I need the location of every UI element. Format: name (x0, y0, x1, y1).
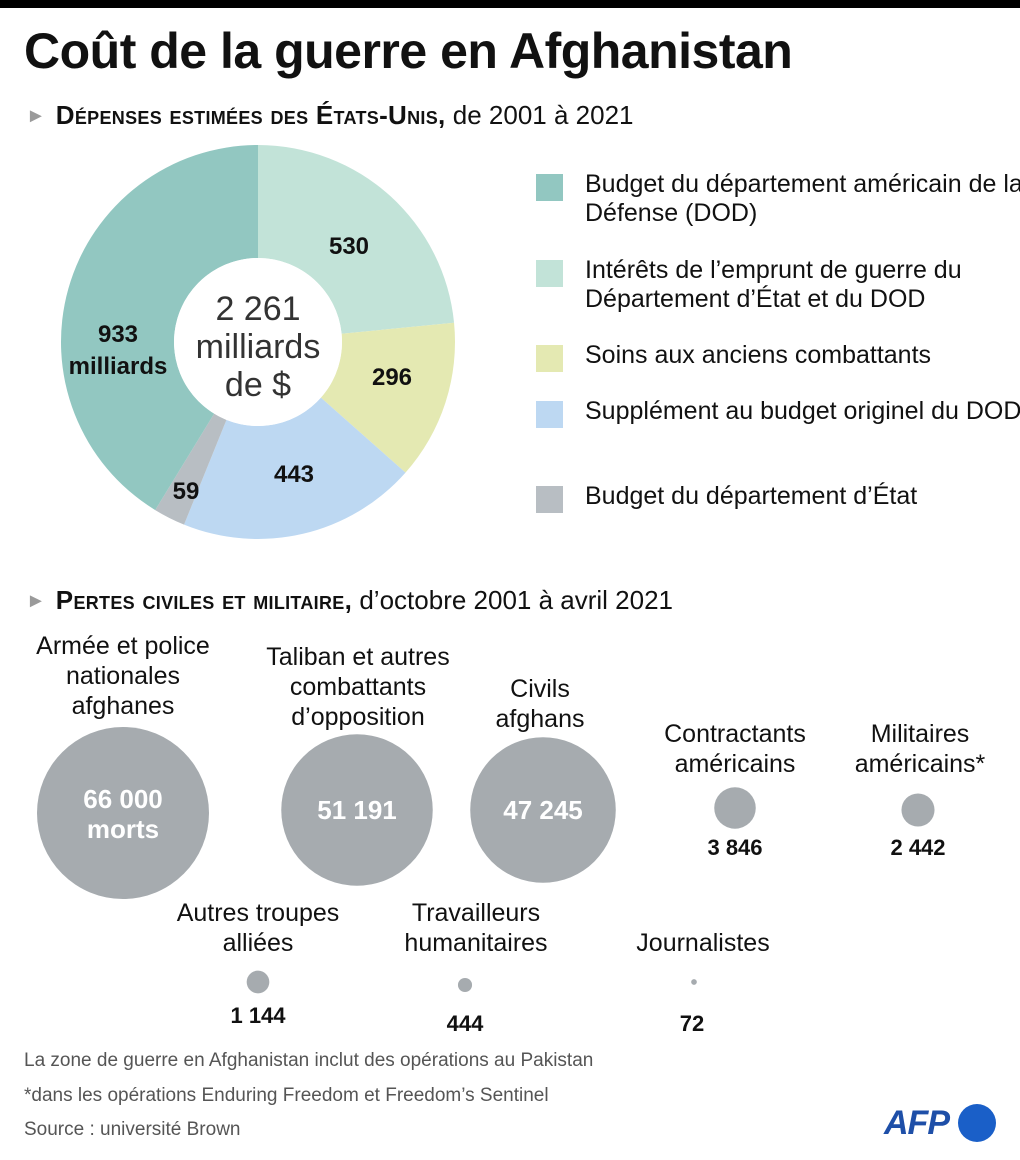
footnote-source: Source : université Brown (24, 1119, 241, 1140)
legend-swatch (536, 486, 563, 513)
legend-label: Soins aux anciens combattants (585, 341, 932, 369)
legend-label: Supplément au budget originel du DOD (585, 397, 1020, 425)
footnote-pakistan: La zone de guerre en Afghanistan inclut … (24, 1050, 594, 1071)
bubble-value-label: 47 245 (503, 795, 583, 825)
footnote-operations: *dans les opérations Enduring Freedom et… (24, 1085, 549, 1106)
legend-swatch (536, 401, 563, 428)
legend-label: Budget du département américain de la Dé… (585, 170, 1020, 227)
legend-item-state: Budget du département d’État (536, 482, 1020, 513)
slice-value-label: 59 (173, 478, 200, 505)
donut-center-label: 2 261 milliards de $ (196, 290, 321, 404)
legend-item-veterans: Soins aux anciens combattants (536, 341, 1020, 372)
slice-value-label: 530 (329, 233, 369, 260)
casualty-label: Travailleurs humanitaires (404, 899, 548, 957)
legend-label: Intérêts de l’emprunt de guerre du Dépar… (585, 256, 962, 313)
section-heading-bold: Dépenses estimées des États-Unis, (55, 100, 446, 130)
casualty-bubble (281, 734, 433, 886)
legend-item-dod: Budget du département américain de la Dé… (536, 170, 1020, 228)
casualty-label: Autres troupes alliées (176, 899, 340, 957)
casualty-bubble (470, 737, 616, 883)
afp-logo: AFP (884, 1102, 1000, 1144)
casualty-bubble (37, 727, 209, 899)
legend-swatch (536, 260, 563, 287)
casualty-value: 1 144 (230, 1003, 286, 1028)
legend-label: Budget du département d’État (585, 482, 918, 510)
casualty-label: Taliban et autres combattants d’oppositi… (266, 643, 450, 731)
donut-slice (258, 145, 455, 334)
casualty-value: 444 (446, 1011, 484, 1036)
casualty-bubble (901, 793, 935, 827)
legend-item-supplement: Supplément au budget originel du DOD (536, 397, 1020, 428)
section-heading-spending: ► Dépenses estimées des États-Unis, de 20… (26, 100, 634, 131)
slice-value-label: 443 (274, 461, 314, 488)
casualty-value: 72 (679, 1011, 705, 1036)
bubble-value-label: 66 000 morts (83, 784, 163, 844)
casualty-label: Armée et police nationales afghanes (36, 632, 210, 720)
section-heading-rest: d’octobre 2001 à avril 2021 (352, 585, 674, 615)
casualty-label: Militaires américains* (854, 720, 986, 778)
legend-swatch (536, 174, 563, 201)
casualty-value: 2 442 (890, 835, 946, 860)
slice-value-label: 296 (372, 364, 412, 391)
casualty-label: Civils afghans (495, 675, 585, 733)
legend-swatch (536, 345, 563, 372)
afp-logo-text: AFP (884, 1104, 950, 1142)
bubble-value-label: 51 191 (317, 795, 397, 825)
casualty-label: Journalistes (636, 929, 770, 957)
casualty-bubble (691, 979, 697, 985)
casualty-value: 3 846 (707, 835, 763, 860)
donut-slice (320, 322, 455, 473)
top-rule (0, 0, 1020, 8)
section-heading-rest: de 2001 à 2021 (445, 100, 634, 130)
donut-slice (61, 145, 258, 511)
casualty-label: Contractants américains (664, 720, 806, 778)
donut-chart: 530 296 443 59 933 milliards 2 261 milliards de … (61, 145, 455, 539)
afp-logo-dot (958, 1104, 996, 1142)
section-heading-casualties: ► Pertes civiles et militaire, d’octobre … (26, 585, 673, 616)
donut-slice (155, 413, 227, 525)
casualty-bubble (714, 787, 756, 829)
triangle-arrow-icon: ► (26, 590, 46, 612)
donut-hole (174, 258, 342, 426)
slice-value-label: 933 milliards (69, 321, 168, 380)
triangle-arrow-icon: ► (26, 105, 46, 127)
casualty-bubble (246, 970, 270, 994)
casualty-bubble (457, 977, 473, 993)
page-title: Coût de la guerre en Afghanistan (24, 23, 793, 79)
legend-item-interest: Intérêts de l’emprunt de guerre du Dépar… (536, 256, 1020, 314)
section-heading-bold: Pertes civiles et militaire, (55, 585, 353, 615)
donut-slice (184, 397, 406, 539)
